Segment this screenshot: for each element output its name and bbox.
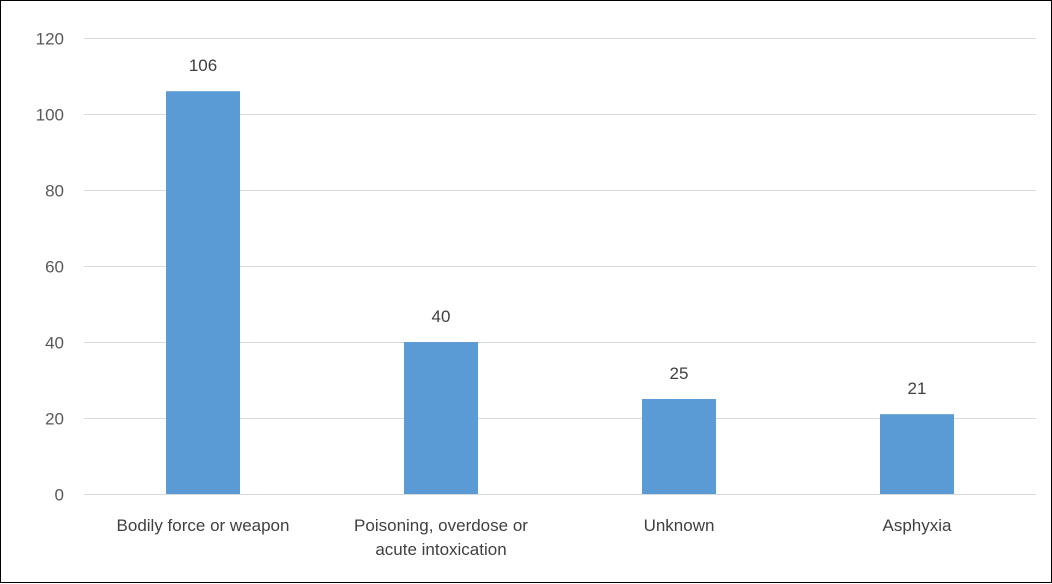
data-label: 40 — [432, 307, 451, 326]
gridlines — [84, 38, 1036, 495]
y-tick-label: 0 — [55, 486, 64, 505]
x-axis-category-labels: Bodily force or weapon Poisoning, overdos… — [117, 516, 953, 559]
data-label: 21 — [908, 379, 927, 398]
y-tick-label: 100 — [36, 106, 64, 125]
category-label-line: Unknown — [644, 516, 715, 535]
category-label-line: Asphyxia — [883, 516, 953, 535]
y-tick-label: 80 — [45, 182, 64, 201]
category-label: Poisoning, overdose or acute intoxication — [354, 516, 528, 559]
bar — [642, 399, 716, 494]
bar — [880, 414, 954, 494]
y-tick-label: 20 — [45, 410, 64, 429]
bar — [166, 91, 240, 494]
category-label: Unknown — [644, 516, 715, 535]
data-labels: 106 40 25 21 — [189, 56, 927, 398]
category-label: Bodily force or weapon — [117, 516, 290, 535]
category-label: Asphyxia — [883, 516, 953, 535]
category-label-line: Poisoning, overdose or — [354, 516, 528, 535]
category-label-line: acute intoxication — [375, 540, 506, 559]
category-label-line: Bodily force or weapon — [117, 516, 290, 535]
data-label: 106 — [189, 56, 217, 75]
y-tick-label: 60 — [45, 258, 64, 277]
y-axis-tick-labels: 0 20 40 60 80 100 120 — [36, 30, 64, 505]
bar — [404, 342, 478, 494]
y-tick-label: 40 — [45, 334, 64, 353]
bars — [166, 91, 954, 494]
y-tick-label: 120 — [36, 30, 64, 49]
data-label: 25 — [670, 364, 689, 383]
